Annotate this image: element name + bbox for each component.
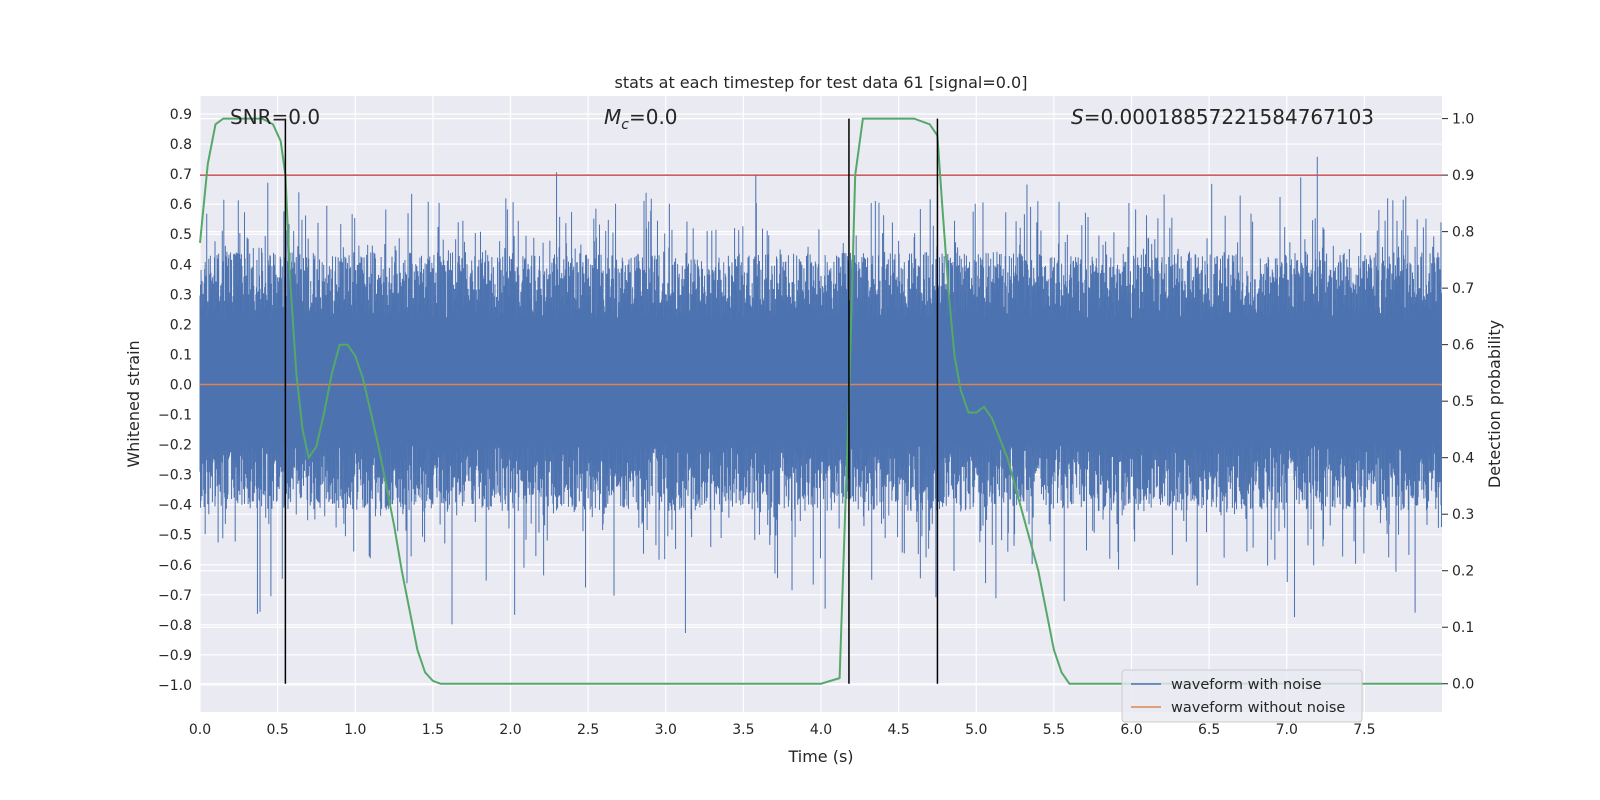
y-tick-label: −0.9 bbox=[158, 648, 192, 664]
x-tick-label: 4.0 bbox=[810, 722, 832, 738]
x-tick-label: 2.0 bbox=[499, 722, 521, 738]
x-tick-label: 3.5 bbox=[732, 722, 754, 738]
chirp-mass-subscript: c bbox=[621, 117, 629, 133]
y-tick-label: 0.7 bbox=[170, 167, 192, 183]
x-axis-label: Time (s) bbox=[787, 747, 853, 766]
y2-tick-label: 0.0 bbox=[1452, 677, 1474, 693]
y-tick-label: 0.9 bbox=[170, 107, 192, 123]
y-tick-label: 0.3 bbox=[170, 287, 192, 303]
y-axis-label: Whitened strain bbox=[124, 340, 143, 467]
x-tick-label: 2.5 bbox=[577, 722, 599, 738]
y2-tick-label: 0.2 bbox=[1452, 564, 1474, 580]
x-tick-label: 0.5 bbox=[266, 722, 288, 738]
y-tick-label: −1.0 bbox=[158, 678, 192, 694]
x-tick-label: 7.0 bbox=[1276, 722, 1298, 738]
x-tick-label: 1.5 bbox=[422, 722, 444, 738]
chirp-mass-value: =0.0 bbox=[629, 105, 678, 129]
y-tick-label: 0.1 bbox=[170, 347, 192, 363]
y-tick-label: 0.2 bbox=[170, 317, 192, 333]
y-tick-label: −0.2 bbox=[158, 438, 192, 454]
y2-axis-label: Detection probability bbox=[1485, 320, 1504, 488]
snr-annotation: SNR=0.0 bbox=[230, 105, 320, 129]
significance-value: =0.00018857221584767103 bbox=[1084, 105, 1374, 129]
chirp-mass-annotation: Mc=0.0 bbox=[604, 105, 678, 133]
legend-label-clean: waveform without noise bbox=[1171, 700, 1345, 716]
significance-annotation: S=0.00018857221584767103 bbox=[1071, 105, 1374, 129]
y2-tick-label: 0.7 bbox=[1452, 281, 1474, 297]
x-tick-label: 3.0 bbox=[655, 722, 677, 738]
y2-tick-label: 0.8 bbox=[1452, 225, 1474, 241]
y-tick-label: 0.5 bbox=[170, 227, 192, 243]
y-tick-label: −0.6 bbox=[158, 558, 192, 574]
y2-tick-label: 0.4 bbox=[1452, 451, 1474, 467]
chart-title: stats at each timestep for test data 61 … bbox=[615, 73, 1028, 92]
y-tick-label: −0.8 bbox=[158, 618, 192, 634]
chirp-mass-symbol: M bbox=[604, 105, 621, 129]
tick-labels: 0.0 0.5 1.0 1.5 2.0 2.5 3.0 3.5 4.0 4.5 5.0 5.5 6.0 6… bbox=[158, 107, 1474, 738]
y2-tick-label: 0.1 bbox=[1452, 620, 1474, 636]
waveform-with-noise-series bbox=[199, 156, 1442, 633]
x-tick-label: 1.0 bbox=[344, 722, 366, 738]
y2-tick-label: 0.5 bbox=[1452, 394, 1474, 410]
x-tick-label: 5.5 bbox=[1043, 722, 1065, 738]
x-tick-label: 0.0 bbox=[189, 722, 211, 738]
x-tick-label: 7.5 bbox=[1353, 722, 1375, 738]
y2-tick-label: 0.3 bbox=[1452, 507, 1474, 523]
y-tick-label: −0.4 bbox=[158, 498, 192, 514]
y-tick-label: −0.5 bbox=[158, 528, 192, 544]
y-tick-label: −0.1 bbox=[158, 408, 192, 424]
y2-tick-label: 0.9 bbox=[1452, 168, 1474, 184]
y-tick-label: 0.0 bbox=[170, 377, 192, 393]
y2-tick-label: 0.6 bbox=[1452, 338, 1474, 354]
legend: waveform with noise waveform without noi… bbox=[1121, 669, 1363, 723]
x-tick-label: 6.5 bbox=[1198, 722, 1220, 738]
legend-label-noise: waveform with noise bbox=[1171, 677, 1322, 693]
y-tick-label: 0.8 bbox=[170, 137, 192, 153]
y-tick-label: 0.6 bbox=[170, 197, 192, 213]
detection-probability-line bbox=[199, 117, 1442, 685]
y-tick-label: 0.4 bbox=[170, 257, 192, 273]
waveform-with-noise-line bbox=[199, 156, 1442, 633]
x-tick-label: 6.0 bbox=[1120, 722, 1142, 738]
significance-symbol: S bbox=[1071, 105, 1084, 129]
x-tick-label: 4.5 bbox=[887, 722, 909, 738]
y2-tick-label: 1.0 bbox=[1452, 112, 1474, 128]
y-tick-label: −0.7 bbox=[158, 588, 192, 604]
x-tick-label: 5.0 bbox=[965, 722, 987, 738]
y-tick-label: −0.3 bbox=[158, 468, 192, 484]
legend-box bbox=[1121, 669, 1363, 723]
overlay-lines bbox=[199, 117, 1442, 685]
